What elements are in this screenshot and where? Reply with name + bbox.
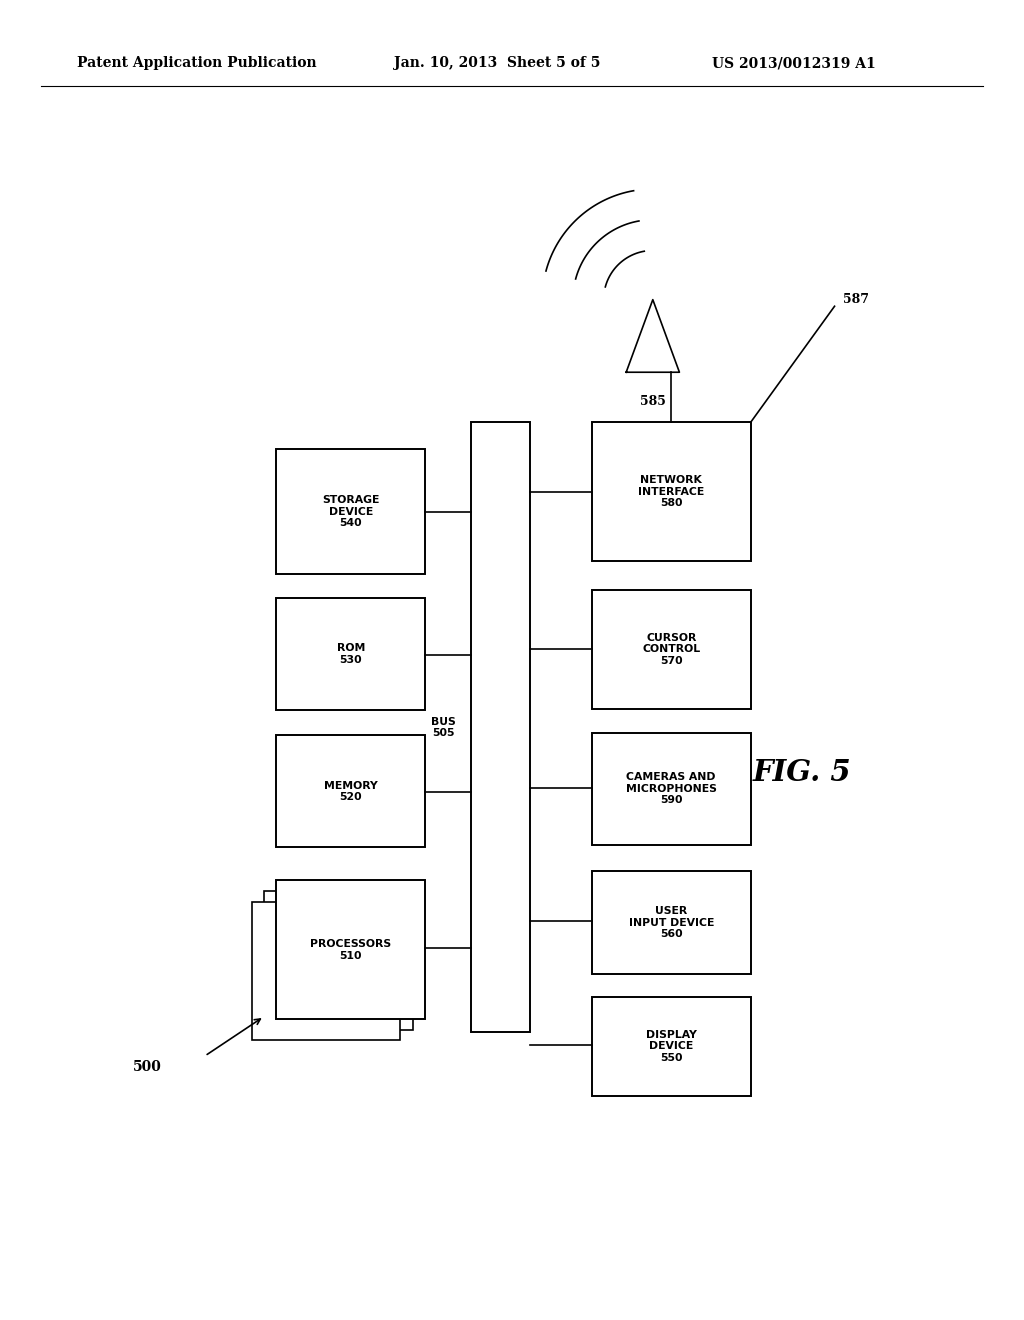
Text: 500: 500	[133, 1060, 162, 1073]
Text: FIG. 5: FIG. 5	[753, 758, 851, 787]
Text: Jan. 10, 2013  Sheet 5 of 5: Jan. 10, 2013 Sheet 5 of 5	[394, 57, 601, 70]
FancyBboxPatch shape	[276, 449, 425, 574]
FancyBboxPatch shape	[592, 422, 751, 561]
FancyBboxPatch shape	[592, 871, 751, 974]
Text: ROM
530: ROM 530	[337, 643, 365, 665]
FancyBboxPatch shape	[592, 733, 751, 845]
Text: USER
INPUT DEVICE
560: USER INPUT DEVICE 560	[629, 906, 714, 940]
Text: CURSOR
CONTROL
570: CURSOR CONTROL 570	[642, 632, 700, 667]
Text: Patent Application Publication: Patent Application Publication	[77, 57, 316, 70]
FancyBboxPatch shape	[252, 902, 400, 1040]
FancyBboxPatch shape	[264, 891, 413, 1030]
Text: 587: 587	[843, 293, 868, 306]
Text: NETWORK
INTERFACE
580: NETWORK INTERFACE 580	[638, 475, 705, 508]
FancyBboxPatch shape	[592, 997, 751, 1096]
FancyBboxPatch shape	[276, 735, 425, 847]
Text: CAMERAS AND
MICROPHONES
590: CAMERAS AND MICROPHONES 590	[626, 772, 717, 805]
Text: MEMORY
520: MEMORY 520	[324, 780, 378, 803]
Text: 585: 585	[640, 395, 666, 408]
Text: US 2013/0012319 A1: US 2013/0012319 A1	[712, 57, 876, 70]
Text: STORAGE
DEVICE
540: STORAGE DEVICE 540	[322, 495, 380, 528]
FancyBboxPatch shape	[471, 422, 530, 1032]
FancyBboxPatch shape	[592, 590, 751, 709]
Text: BUS
505: BUS 505	[431, 717, 456, 738]
FancyBboxPatch shape	[276, 598, 425, 710]
FancyBboxPatch shape	[276, 880, 425, 1019]
Text: PROCESSORS
510: PROCESSORS 510	[310, 939, 391, 961]
Text: DISPLAY
DEVICE
550: DISPLAY DEVICE 550	[646, 1030, 696, 1063]
